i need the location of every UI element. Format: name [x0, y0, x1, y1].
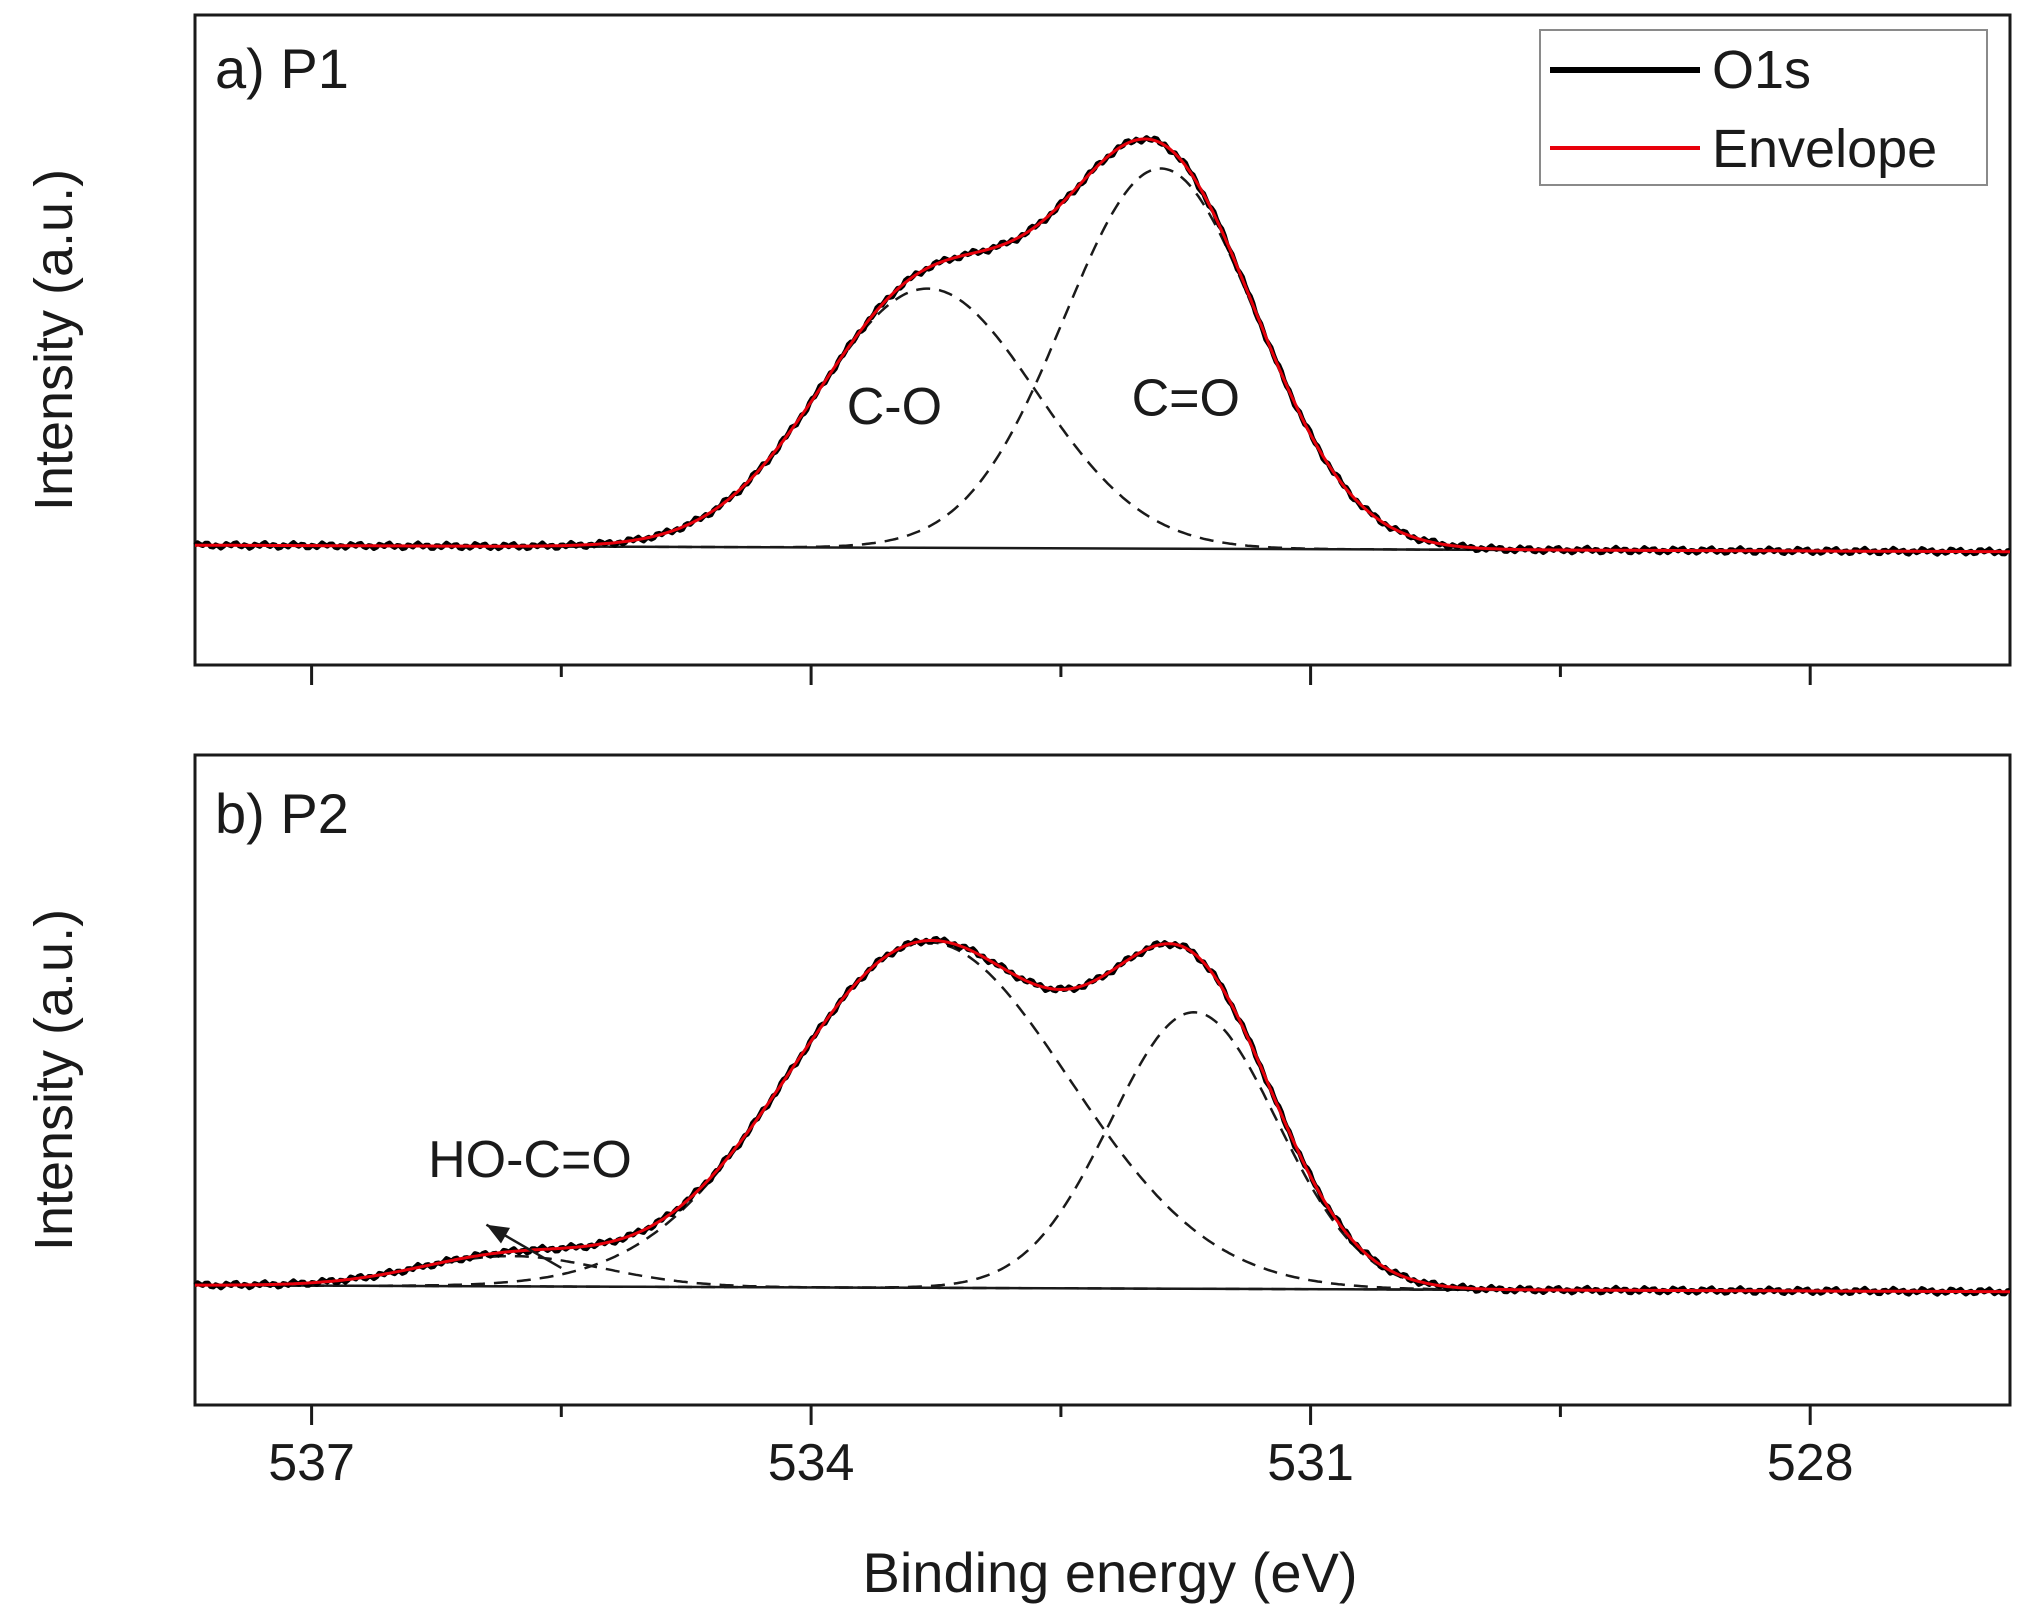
panel-b-series-envelope	[195, 938, 2010, 1294]
panel-b-component-c-o-curve	[195, 1011, 2010, 1293]
panel-b-tick-label: 531	[1267, 1434, 1354, 1492]
y-axis-title-panel-b: Intensity (a.u.)	[24, 909, 84, 1251]
panel-b-series-o1s	[193, 936, 2011, 1297]
panel-b-annotation-ho-c-o: HO-C=O	[428, 1131, 632, 1189]
legend-envelope-label: Envelope	[1712, 119, 1937, 179]
y-axis-title-panel-a: Intensity (a.u.)	[24, 169, 84, 511]
panel-b-plot	[193, 936, 2011, 1297]
x-axis-title: Binding energy (eV)	[863, 1541, 1358, 1604]
panel-b-label: b) P2	[215, 782, 349, 845]
panel-a-series-envelope	[195, 137, 2010, 554]
panel-b-annotation-arrowhead	[486, 1224, 510, 1244]
legend: O1s Envelope	[1539, 29, 1988, 186]
panel-b-ticks: 537 534 531 528	[268, 1405, 1854, 1492]
panel-a-ticks	[310, 665, 1812, 685]
legend-o1s-label: O1s	[1712, 40, 1811, 100]
panel-a-series-o1s	[193, 135, 2011, 557]
panel-a-peak-label-c-double-o: C=O	[1132, 370, 1240, 428]
panel-a-label: a) P1	[215, 37, 349, 100]
panel-a-frame	[193, 13, 2012, 667]
panel-b-tick-label: 534	[768, 1434, 855, 1492]
panel-a-plot	[193, 135, 2011, 557]
panel-b-component-c-o-curve	[195, 940, 2010, 1293]
panel-a-component-c-o-curve	[195, 287, 2010, 553]
panel-a-component-c-o-curve	[195, 167, 2010, 553]
panel-b-tick-label: 537	[268, 1434, 355, 1492]
legend-box	[1539, 29, 1988, 186]
panel-b-tick-label: 528	[1767, 1434, 1854, 1492]
panel-b-frame	[193, 753, 2012, 1407]
panel-a-peak-label-c-o: C-O	[847, 378, 942, 436]
